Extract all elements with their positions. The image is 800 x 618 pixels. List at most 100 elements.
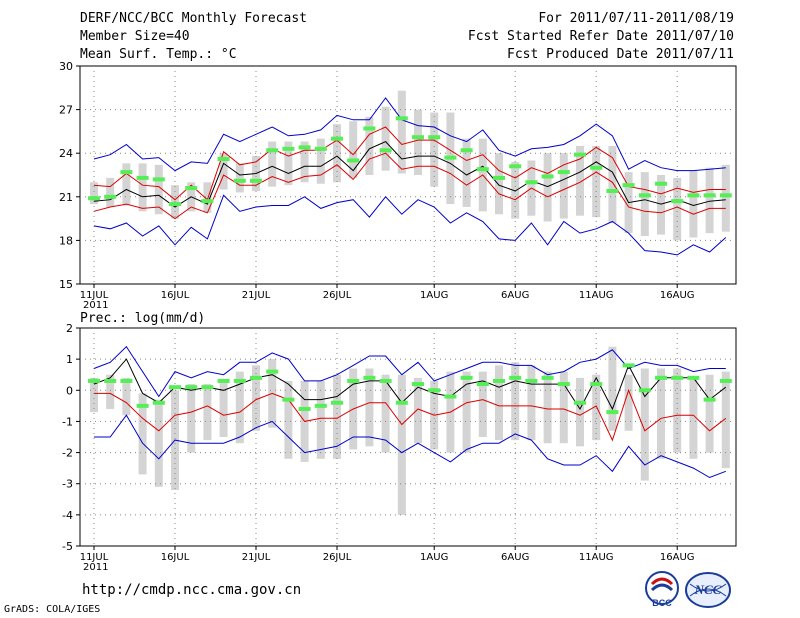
forecast-mark (395, 116, 408, 121)
forecast-mark (379, 148, 392, 153)
spread-bar (219, 153, 228, 190)
spread-bar (316, 380, 325, 459)
forecast-mark (136, 175, 149, 180)
forecast-mark (460, 375, 473, 380)
series-ensemble-mean (93, 140, 726, 208)
x-tick-label: 1AUG (420, 552, 448, 563)
spread-bar (657, 175, 665, 235)
forecast-mark (185, 186, 198, 191)
ncc-logo-text: NCC (694, 582, 722, 597)
spread-bar (365, 368, 374, 447)
forecast-mark (428, 135, 441, 140)
series-lower-percentile (94, 388, 727, 442)
spread-bar (462, 138, 471, 207)
forecast-mark (152, 177, 165, 182)
chart-title: DERF/NCC/BCC Monthly Forecast (80, 11, 307, 26)
forecast-mark (363, 375, 376, 380)
spread-bar (673, 368, 682, 453)
forecast-mark (266, 369, 279, 374)
spread-bar (559, 371, 568, 444)
spread-bar (90, 377, 98, 413)
y-tick-label: -5 (62, 540, 73, 553)
spread-bar (689, 377, 698, 459)
forecast-mark (493, 175, 505, 180)
spread-bar (705, 374, 714, 453)
spread-bar (122, 163, 131, 206)
forecast-mark (525, 378, 538, 383)
spread-bar (106, 374, 115, 409)
series-ensemble-max (93, 345, 726, 398)
spread-bar (300, 141, 309, 183)
y-tick-label: 18 (59, 234, 73, 247)
forecast-mark (541, 375, 554, 380)
forecast-mark (88, 196, 100, 201)
forecast-mark (169, 385, 181, 390)
y-tick-label: -1 (62, 415, 73, 428)
forecast-mark (687, 375, 700, 380)
forecast-mark (282, 146, 295, 151)
x-tick-label: 6AUG (501, 552, 529, 563)
forecast-mark (606, 188, 619, 193)
bcc-logo: BCC (645, 571, 679, 608)
spread-bar (284, 141, 293, 186)
spread-bar (349, 121, 358, 178)
forecast-mark (136, 403, 149, 408)
forecast-mark (331, 136, 343, 141)
grads-credit: GrADS: COLA/IGES (4, 604, 101, 615)
spread-bar (673, 177, 682, 241)
spread-bar (624, 374, 633, 431)
forecast-mark (347, 158, 360, 163)
y-tick-label: 2 (66, 322, 73, 335)
forecast-mark (185, 385, 198, 390)
forecast-mark (169, 202, 181, 207)
series-ensemble-min (93, 194, 727, 256)
forecast-mark (671, 375, 684, 380)
forecast-mark (509, 164, 522, 169)
spread-bar (90, 182, 98, 205)
spread-bar (203, 384, 212, 441)
forecast-mark (606, 410, 619, 415)
forecast-mark (444, 394, 457, 399)
spread-bar (122, 377, 131, 416)
spread-bar (705, 167, 714, 234)
x-tick-label: 21JUL (242, 290, 271, 301)
forecast-period: For 2011/07/11-2011/08/19 (538, 11, 734, 26)
forecast-mark (395, 400, 408, 405)
forecast-mark (233, 378, 246, 383)
forecast-mark (120, 378, 133, 383)
spread-bar (106, 177, 115, 207)
spread-bar (397, 90, 406, 174)
forecast-mark (88, 378, 100, 383)
y-tick-label: 1 (66, 353, 73, 366)
spread-bar (576, 145, 584, 216)
ncc-logo: NCC (685, 572, 731, 608)
forecast-mark (719, 193, 732, 198)
spread-bar (381, 106, 390, 171)
spread-bar (576, 377, 584, 447)
spread-bar (495, 365, 503, 441)
precip-panel-title: Prec.: log(mm/d) (80, 311, 205, 326)
spread-bar (203, 182, 212, 213)
forecast-mark (412, 382, 424, 387)
forecast-mark (493, 378, 505, 383)
forecast-mark (217, 157, 230, 162)
spread-bar (333, 374, 341, 459)
forecast-mark (298, 406, 311, 411)
source-url[interactable]: http://cmdp.ncc.cma.gov.cn (82, 582, 302, 598)
member-size: Member Size=40 (80, 29, 190, 44)
spread-bar (414, 377, 422, 444)
forecast-mark (298, 145, 311, 150)
forecast-mark (266, 148, 279, 153)
forecast-mark (201, 199, 214, 204)
forecast-mark (104, 194, 117, 199)
forecast-mark (347, 378, 360, 383)
x-tick-label: 16JUL (161, 552, 190, 563)
spread-bar (527, 365, 536, 441)
spread-bar (187, 384, 196, 453)
plot-frame (79, 327, 737, 547)
forecast-mark (476, 382, 489, 387)
y-tick-label: 21 (59, 191, 73, 204)
series-ensemble-min (94, 414, 726, 479)
